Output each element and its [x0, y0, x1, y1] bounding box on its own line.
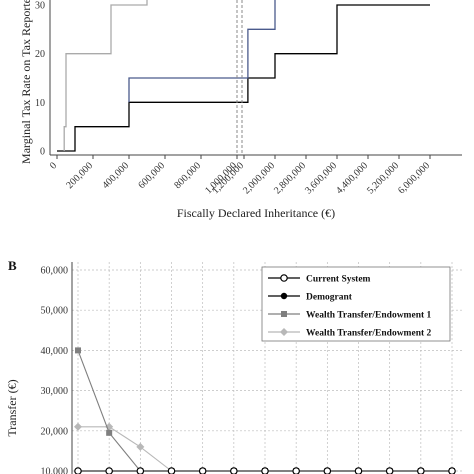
y-tick-label: 60,000	[41, 266, 69, 277]
panel-b-lines	[74, 347, 456, 474]
x-tick-label: 2,800,000	[272, 160, 308, 196]
y-tick-label: 20,000	[41, 426, 69, 437]
y-tick-label: 10,000	[41, 467, 69, 474]
step-line-series-1	[57, 4, 430, 152]
panel-b-letter: B	[8, 258, 17, 273]
legend-marker	[280, 274, 288, 282]
series-1-point	[417, 467, 425, 474]
legend-label: Demogrant	[306, 293, 353, 303]
legend-items: Current System Demogrant Wealth Transfer/E…	[268, 274, 432, 339]
x-tick-label: 600,000	[136, 160, 167, 191]
series-1-point	[292, 467, 300, 474]
panel-a-lines	[57, 0, 430, 152]
panel-b-y-label: Transfer (€)	[5, 379, 19, 436]
legend-marker	[281, 311, 287, 317]
y-tick-label: 30	[35, 1, 45, 12]
x-tick-label: 0	[48, 160, 59, 171]
x-tick-label: 6,000,000	[396, 160, 432, 196]
series-3-point	[106, 429, 113, 436]
series-1-point	[261, 467, 269, 474]
panel-a-y-ticks: 0 10 20 30	[35, 1, 45, 158]
panel-a-y-label: Marginal Tax Rate on Tax Reported	[19, 0, 33, 164]
series-1-point	[385, 467, 394, 474]
series-1-point	[230, 467, 238, 474]
panel-a-x-ticks: 0 200,000 400,000 600,000 800,000 1,000,0001,…	[48, 155, 432, 196]
x-tick-label: 200,000	[64, 160, 95, 191]
x-tick-label: 800,000	[172, 160, 203, 191]
panel-b-legend: Current System Demogrant Wealth Transfer/E…	[261, 266, 451, 342]
series-1-point	[136, 467, 145, 474]
x-tick-label: 2,000,000	[241, 160, 277, 196]
y-tick-label: 40,000	[41, 346, 69, 357]
legend-label: Wealth Transfer/Endowment 2	[306, 329, 432, 339]
legend-marker	[280, 328, 288, 336]
y-tick-label: 30,000	[41, 386, 69, 397]
panel-b-y-ticks: 10,000 20,000 30,000 40,000 50,000 60,000	[41, 266, 69, 474]
legend-label: Wealth Transfer/Endowment 1	[306, 311, 432, 321]
panel-a-x-label: Fiscally Declared Inheritance (€)	[177, 206, 335, 220]
series-4-point	[74, 422, 82, 431]
panel-b: B 10,000 20,000 30,000 40,000 50,000 60,000 T…	[5, 258, 462, 474]
series-1-point	[167, 467, 176, 474]
y-tick-label: 0	[40, 147, 45, 158]
step-line-series-3	[63, 0, 148, 151]
series-1-point	[74, 467, 82, 474]
x-tick-label: 400,000	[100, 160, 131, 191]
series-1-point	[323, 467, 332, 474]
y-tick-label: 10	[35, 98, 45, 109]
legend-label: Current System	[306, 275, 371, 285]
y-tick-label: 20	[35, 49, 45, 60]
x-tick-label: 4,400,000	[334, 160, 370, 196]
series-1-point	[198, 467, 207, 474]
step-line-series-2	[128, 0, 276, 103]
legend-marker	[280, 292, 288, 300]
series-1-point	[105, 467, 113, 474]
series-3-point	[75, 347, 81, 354]
series-1-point	[448, 467, 456, 474]
y-tick-label: 50,000	[41, 306, 69, 317]
series-4-point	[136, 442, 145, 451]
series-1-point	[354, 467, 363, 474]
x-tick-label: 3,600,000	[303, 160, 339, 196]
x-tick-label: 5,200,000	[365, 160, 401, 196]
legend-box	[261, 266, 451, 342]
